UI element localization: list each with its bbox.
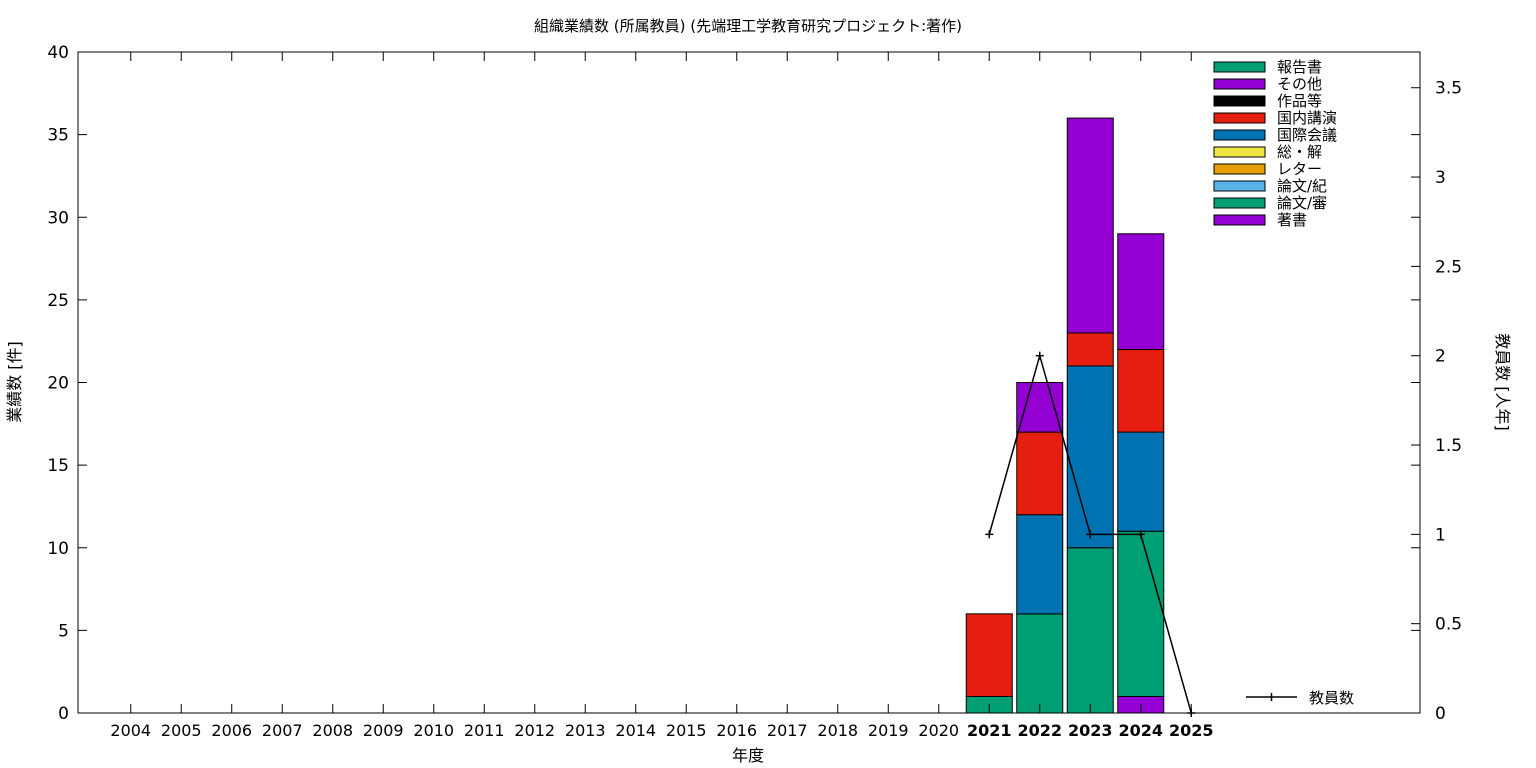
y-tick-label: 35 xyxy=(47,126,69,146)
x-tick-label: 2016 xyxy=(716,721,757,740)
x-tick-label: 2017 xyxy=(767,721,808,740)
y2-tick-label: 2.5 xyxy=(1435,257,1462,277)
legend-label-教員数: 教員数 xyxy=(1309,689,1354,707)
bar-2022-その他 xyxy=(1016,382,1064,433)
bars-layer xyxy=(965,117,1165,714)
legend-swatch-その他 xyxy=(1213,78,1266,90)
bar-2023-国内講演 xyxy=(1066,332,1114,367)
y-tick-label: 20 xyxy=(47,374,69,394)
x-tick-label: 2013 xyxy=(565,721,606,740)
x-tick-label: 2021 xyxy=(967,721,1012,740)
x-tick-label: 2012 xyxy=(514,721,555,740)
x-tick-label: 2004 xyxy=(110,721,151,740)
bar-2022-国内講演 xyxy=(1016,431,1064,516)
y-tick-label: 0 xyxy=(58,704,69,724)
y2-tick-label: 1.5 xyxy=(1435,436,1462,456)
line-layer xyxy=(985,351,1196,717)
legend-swatch-国内講演 xyxy=(1213,112,1266,124)
y2-tick-label: 0.5 xyxy=(1435,615,1462,635)
legend-label-論文/審: 論文/審 xyxy=(1277,194,1327,212)
bar-2022-国際会議 xyxy=(1016,514,1064,615)
bar-2023-国際会議 xyxy=(1066,365,1114,549)
legend-swatch-レター xyxy=(1213,163,1266,175)
y-tick-label: 15 xyxy=(47,456,69,476)
line-point-2022 xyxy=(1035,351,1044,360)
legend-label-その他: その他 xyxy=(1277,75,1322,93)
line-point-2023 xyxy=(1086,530,1095,539)
bar-2024-国内講演 xyxy=(1117,348,1165,433)
legend-swatch-総・解 xyxy=(1213,146,1266,158)
legend-swatch-作品等 xyxy=(1213,95,1266,107)
y-tick-label: 30 xyxy=(47,208,69,228)
y-axis-label: 業績数 [件] xyxy=(5,341,24,423)
bar-2024-その他 xyxy=(1117,233,1165,350)
bar-2023-論文/審 xyxy=(1066,547,1114,714)
y2-tick-label: 2 xyxy=(1435,347,1446,367)
legend-label-著書: 著書 xyxy=(1277,211,1307,229)
x-tick-label: 2019 xyxy=(868,721,909,740)
legend-label-論文/紀: 論文/紀 xyxy=(1277,177,1327,195)
x-tick-label: 2006 xyxy=(211,721,252,740)
legend-swatch-論文/審 xyxy=(1213,197,1266,209)
line-point-2024 xyxy=(1136,530,1145,539)
x-tick-label: 2010 xyxy=(413,721,454,740)
y2-tick-label: 3 xyxy=(1435,168,1446,188)
legend-label-作品等: 作品等 xyxy=(1277,92,1322,110)
x-tick-label: 2007 xyxy=(262,721,303,740)
y2-axis-label: 教員数 [人年] xyxy=(1493,333,1512,431)
legend-label-国内講演: 国内講演 xyxy=(1277,109,1337,127)
legend-swatch-国際会議 xyxy=(1213,129,1266,141)
bar-2021-国内講演 xyxy=(965,613,1013,697)
x-tick-label: 2009 xyxy=(363,721,404,740)
y2-tick-label: 0 xyxy=(1435,704,1446,724)
y-tick-label: 10 xyxy=(47,539,69,559)
legend-swatch-著書 xyxy=(1213,214,1266,226)
y-tick-label: 5 xyxy=(58,621,69,641)
x-tick-label: 2018 xyxy=(817,721,858,740)
legend-swatch-報告書 xyxy=(1213,61,1266,73)
x-tick-label: 2015 xyxy=(666,721,707,740)
y-tick-label: 40 xyxy=(47,43,69,63)
x-axis-label: 年度 xyxy=(732,746,764,765)
x-tick-label: 2022 xyxy=(1017,721,1062,740)
x-tick-label: 2025 xyxy=(1169,721,1214,740)
y2-tick-label: 3.5 xyxy=(1435,79,1462,99)
x-tick-label: 2024 xyxy=(1118,721,1163,740)
x-tick-label: 2023 xyxy=(1068,721,1113,740)
y2-tick-label: 1 xyxy=(1435,525,1446,545)
legend-label-レター: レター xyxy=(1277,160,1322,178)
bar-2022-論文/審 xyxy=(1016,613,1064,714)
line-point-2021 xyxy=(985,530,994,539)
legend-swatch-論文/紀 xyxy=(1213,180,1266,192)
x-tick-label: 2005 xyxy=(161,721,202,740)
legend-label-報告書: 報告書 xyxy=(1277,58,1322,76)
bar-2023-その他 xyxy=(1066,117,1114,334)
x-tick-label: 2014 xyxy=(615,721,656,740)
x-tick-label: 2011 xyxy=(464,721,505,740)
bar-2024-国際会議 xyxy=(1117,431,1165,532)
x-tick-label: 2020 xyxy=(918,721,959,740)
legend-label-国際会議: 国際会議 xyxy=(1277,126,1337,144)
y-tick-label: 25 xyxy=(47,291,69,311)
bar-2024-論文/審 xyxy=(1117,530,1165,697)
legend-label-総・解: 総・解 xyxy=(1277,143,1322,161)
chart-title: 組織業績数 (所属教員) (先端理工学教育研究プロジェクト:著作) xyxy=(534,17,962,35)
x-tick-label: 2008 xyxy=(312,721,353,740)
